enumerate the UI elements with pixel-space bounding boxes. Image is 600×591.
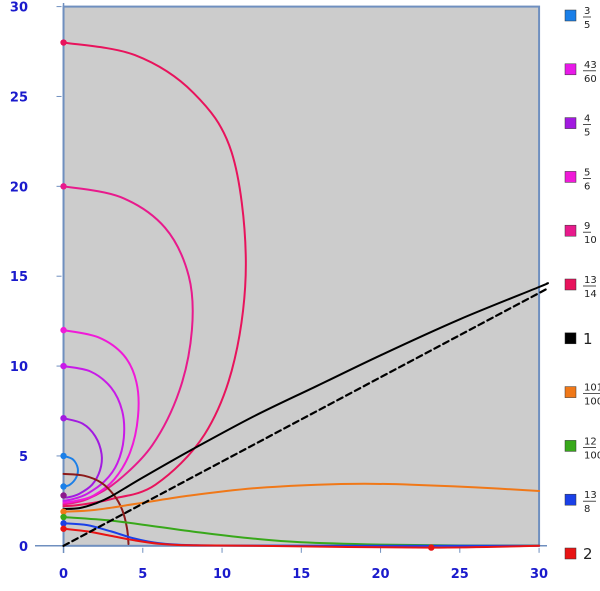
- y-tick-label: 10: [10, 360, 28, 375]
- series-line: [62, 329, 140, 504]
- legend-numerator: 101: [584, 383, 600, 394]
- data-point: [60, 520, 67, 527]
- y-tick-label: 20: [10, 180, 28, 195]
- legend-numerator: 3: [584, 6, 590, 17]
- legend-denominator: 8: [584, 504, 590, 515]
- legend-denominator: 5: [584, 20, 590, 31]
- x-tick-label: 10: [213, 567, 231, 582]
- legend-numerator: 4: [584, 114, 590, 125]
- data-point: [60, 508, 67, 515]
- legend-numerator: 9: [584, 221, 590, 232]
- legend-denominator: 14: [584, 289, 597, 300]
- legend-swatch: [564, 9, 577, 22]
- legend-swatch: [564, 332, 577, 345]
- legend-numerator: 12: [584, 436, 597, 447]
- data-point: [60, 492, 67, 499]
- y-tick-label: 25: [10, 90, 28, 105]
- data-point: [60, 39, 67, 46]
- legend-swatch: [564, 278, 577, 291]
- marker-layer: [60, 39, 435, 551]
- series-line: [62, 282, 549, 510]
- data-point: [60, 414, 67, 422]
- x-axis: 0 5 10 15 20 25 30: [59, 547, 548, 582]
- data-point: [60, 326, 67, 334]
- series-line: [62, 527, 541, 549]
- legend-numerator: 13: [584, 490, 597, 501]
- legend-denominator: 6: [584, 181, 590, 192]
- legend-swatch: [564, 117, 577, 129]
- legend-swatch: [564, 386, 577, 398]
- legend-denominator: 60: [584, 74, 597, 85]
- x-tick-label: 25: [451, 567, 469, 582]
- legend-swatch: [564, 224, 577, 237]
- data-point: [60, 183, 67, 190]
- legend-denominator: 10: [584, 235, 597, 246]
- legend-swatch: [564, 171, 577, 183]
- series-line: [62, 185, 194, 506]
- series-line: [62, 482, 541, 513]
- data-point: [60, 525, 67, 532]
- y-axis: 0 5 10 15 20 25 30: [10, 1, 62, 555]
- series-line: [62, 287, 549, 547]
- data-point: [60, 362, 67, 370]
- x-tick-label: 0: [59, 567, 68, 582]
- legend-numerator: 13: [584, 275, 597, 286]
- x-tick-label: 20: [372, 567, 390, 582]
- series-layer: [62, 41, 549, 549]
- legend-swatch: [564, 547, 577, 560]
- legend-denominator: 100: [584, 450, 600, 461]
- legend-swatch: [564, 493, 577, 506]
- legend-denominator: 100: [584, 397, 600, 408]
- y-tick-label: 30: [10, 1, 28, 16]
- plot-area: [35, 3, 547, 553]
- data-point: [60, 452, 67, 460]
- legend-swatch: [564, 63, 577, 76]
- data-point: [60, 483, 67, 490]
- legend-numerator: 43: [584, 60, 597, 71]
- legend-denominator: 5: [584, 128, 590, 139]
- data-point: [428, 544, 435, 551]
- legend: 3 5 43 60 4 5 5 6 9 10 13 14 1 101 100 12 100 13 8 2: [564, 6, 600, 563]
- series-line: [62, 41, 247, 508]
- series-line: [62, 365, 126, 502]
- y-tick-label: 5: [19, 450, 28, 465]
- data-point: [60, 513, 67, 521]
- legend-swatch: [564, 440, 577, 452]
- legend-numerator: 5: [584, 167, 590, 178]
- x-tick-label: 15: [292, 567, 310, 582]
- y-tick-label: 15: [10, 270, 28, 285]
- series-line: [62, 417, 103, 499]
- series-line: [62, 454, 79, 488]
- x-tick-label: 5: [138, 567, 147, 582]
- y-tick-label: 0: [19, 540, 28, 555]
- x-tick-label: 30: [530, 567, 548, 582]
- legend-label: 1: [583, 330, 593, 348]
- legend-label: 2: [583, 545, 593, 563]
